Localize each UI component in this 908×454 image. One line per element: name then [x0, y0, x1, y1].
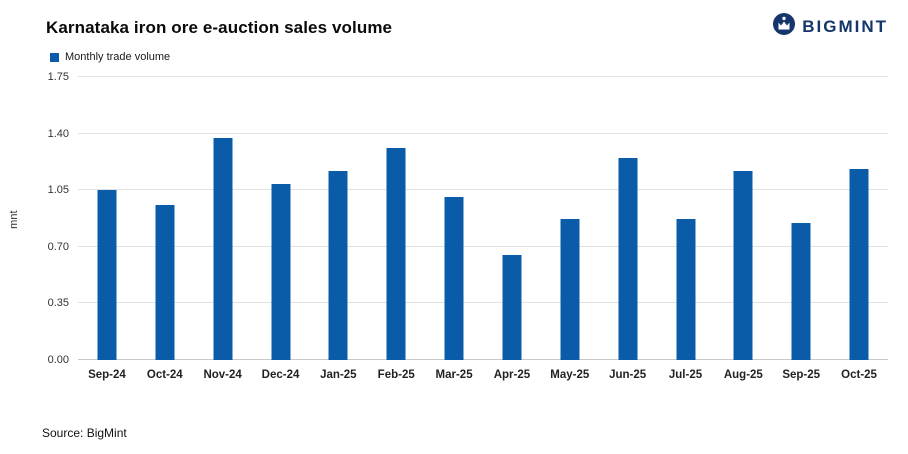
x-tick-label: Nov-24 — [203, 369, 242, 381]
bar-Feb-25 — [386, 148, 406, 360]
source-note: Source: BigMint — [42, 426, 127, 440]
x-tick-label: Mar-25 — [435, 369, 473, 381]
bar-Apr-25 — [502, 254, 522, 360]
bigmint-logo-text: BIGMINT — [802, 16, 888, 36]
bar-Jan-25 — [328, 170, 348, 360]
gridline — [78, 359, 888, 360]
bar-Jun-25 — [618, 157, 638, 360]
bar-May-25 — [560, 219, 580, 360]
y-axis-label: mnt — [8, 209, 20, 229]
gridline — [78, 132, 888, 134]
bar-Sep-24 — [97, 190, 117, 360]
x-tick-label: Jan-25 — [320, 369, 357, 381]
bar-Oct-24 — [155, 204, 175, 360]
x-tick-label: Aug-25 — [723, 369, 763, 381]
x-tick-label: Dec-24 — [261, 369, 300, 381]
x-tick-label: Sep-25 — [782, 369, 821, 381]
y-tick-label: 1.75 — [47, 71, 69, 83]
x-tick-label: Sep-24 — [88, 369, 126, 381]
x-tick-label: Jul-25 — [668, 369, 703, 381]
bar-Aug-25 — [733, 170, 753, 360]
bigmint-logo-icon — [772, 12, 796, 41]
y-tick-label: 1.05 — [47, 184, 69, 197]
bar-Jul-25 — [676, 219, 695, 360]
gridline — [78, 245, 888, 247]
gridline — [78, 302, 888, 304]
x-tick-label: Apr-25 — [493, 369, 531, 381]
x-tick-label: Oct-24 — [146, 369, 183, 381]
legend-label: Monthly trade volume — [65, 51, 171, 63]
chart-title: Karnataka iron ore e-auction sales volum… — [46, 18, 393, 37]
bar-Nov-24 — [213, 138, 233, 360]
x-tick-label: Jun-25 — [609, 369, 647, 381]
gridline — [78, 189, 888, 191]
gridline — [78, 76, 888, 77]
x-axis-labels: Sep-24 Oct-24 Nov-24 Dec-24 Jan-25 Feb-25 Mar-… — [78, 360, 888, 386]
chart-area: mnt 0.00 0.35 0.70 1.05 1.40 1.75 Sep-24 Oct-2… — [0, 71, 908, 386]
y-tick-label: 1.40 — [47, 127, 69, 140]
y-tick-label: 0.35 — [47, 297, 69, 310]
bar-Mar-25 — [444, 196, 464, 360]
y-tick-label: 0.00 — [47, 354, 69, 366]
x-tick-label: May-25 — [550, 369, 590, 381]
bigmint-logo: BIGMINT — [772, 12, 888, 41]
x-tick-label: Oct-25 — [841, 369, 877, 381]
bar-Sep-25 — [791, 222, 811, 360]
y-tick-label: 0.70 — [47, 240, 69, 253]
header: Karnataka iron ore e-auction sales volum… — [0, 0, 908, 41]
x-tick-label: Feb-25 — [377, 369, 415, 381]
legend-swatch — [50, 52, 59, 62]
legend[interactable]: Monthly trade volume — [50, 51, 908, 63]
bar-Dec-24 — [271, 183, 290, 360]
plot-area: 0.00 0.35 0.70 1.05 1.40 1.75 — [48, 71, 888, 366]
bar-Oct-25 — [849, 169, 869, 360]
